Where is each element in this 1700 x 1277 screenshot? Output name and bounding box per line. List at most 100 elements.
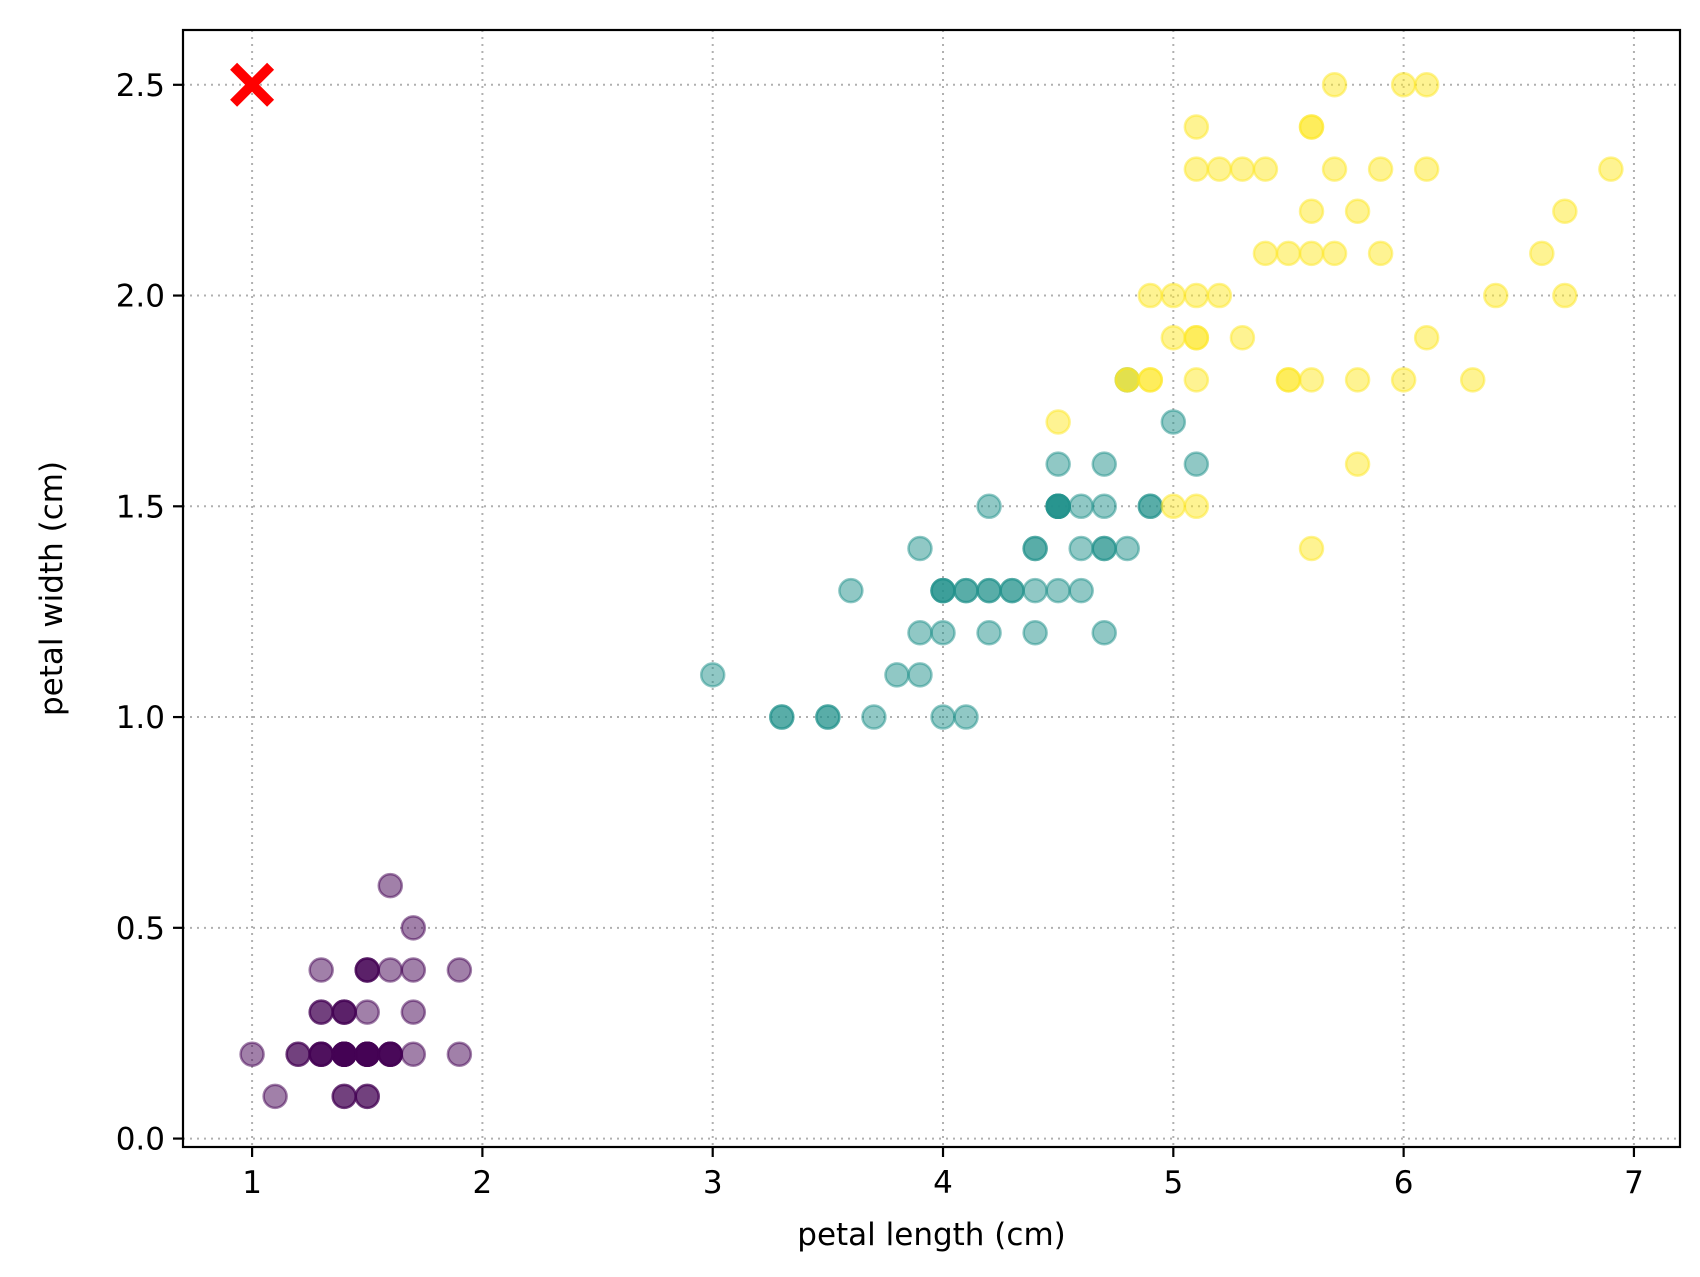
data-point-series-3	[1552, 282, 1578, 309]
x-tick-label: 5	[1163, 1165, 1183, 1201]
data-point-series-3	[1183, 114, 1210, 140]
data-point-series-2	[976, 493, 1002, 520]
data-point-series-2	[976, 620, 1002, 646]
data-point-series-2	[1068, 535, 1094, 562]
data-point-series-3	[1160, 282, 1187, 309]
data-point-series-2	[1045, 493, 1071, 520]
data-point-series-2	[699, 662, 726, 688]
data-point-series-1	[377, 957, 404, 983]
x-tick-label: 4	[933, 1165, 953, 1201]
data-point-series-3	[1529, 240, 1555, 267]
data-point-series-3	[1483, 282, 1509, 309]
data-point-series-2	[1022, 620, 1048, 646]
y-tick-label: 2.0	[116, 279, 165, 315]
data-point-series-1	[262, 1083, 288, 1110]
data-point-series-2	[1091, 620, 1117, 646]
x-tick-label: 6	[1394, 1165, 1414, 1201]
x-tick-label: 2	[473, 1165, 493, 1201]
x-tick-label: 7	[1624, 1165, 1644, 1201]
data-point-series-2	[1160, 409, 1187, 435]
data-point-series-3	[1137, 282, 1164, 309]
data-point-series-1	[400, 1041, 427, 1068]
data-point-series-3	[1390, 367, 1417, 393]
x-tick-label: 3	[703, 1165, 723, 1201]
data-point-series-2	[1091, 451, 1117, 477]
data-point-series-3	[1598, 156, 1624, 182]
y-axis-title: petal width (cm)	[34, 461, 70, 716]
data-point-series-1	[400, 915, 427, 941]
data-point-series-3	[1413, 72, 1440, 98]
data-point-series-3	[1275, 240, 1302, 267]
data-point-series-3	[1367, 240, 1394, 267]
x-tick-label: 1	[242, 1165, 262, 1201]
data-point-series-3	[1390, 72, 1417, 98]
y-tick-label: 0.0	[116, 1122, 165, 1158]
data-point-series-3	[1552, 198, 1578, 224]
data-point-series-3	[1459, 367, 1486, 393]
data-point-series-3	[1321, 240, 1348, 267]
data-point-series-2	[930, 620, 956, 646]
data-point-series-3	[1252, 156, 1279, 182]
data-point-series-3	[1252, 240, 1279, 267]
data-point-series-3	[1160, 493, 1187, 520]
data-point-series-3	[1344, 198, 1371, 224]
data-point-series-3	[1045, 409, 1071, 435]
data-point-series-3	[1344, 451, 1371, 477]
data-point-series-3	[1344, 367, 1371, 393]
highlight-marker-group	[230, 62, 275, 107]
highlight-x-marker	[230, 62, 275, 107]
data-point-series-2	[907, 535, 933, 562]
data-point-series-2	[884, 662, 910, 688]
data-point-series-2	[930, 704, 956, 730]
data-point-series-3	[1183, 493, 1210, 520]
y-tick-label: 1.5	[116, 489, 165, 525]
data-point-series-3	[1298, 198, 1325, 224]
data-point-series-2	[1091, 535, 1117, 562]
data-point-series-1	[354, 999, 380, 1025]
data-point-series-2	[930, 577, 956, 604]
data-point-series-2	[1045, 451, 1071, 477]
data-point-series-2	[1068, 577, 1094, 604]
data-point-series-2	[769, 704, 795, 730]
data-point-series-3	[1298, 535, 1325, 562]
data-point-series-2	[976, 577, 1002, 604]
data-point-series-1	[331, 999, 357, 1025]
data-point-series-2	[1091, 493, 1117, 520]
y-tick-label: 1.0	[116, 700, 165, 736]
x-axis-title: petal length (cm)	[797, 1217, 1065, 1253]
data-point-series-3	[1367, 156, 1394, 182]
data-point-series-3	[1298, 367, 1325, 393]
data-point-series-2	[1022, 577, 1048, 604]
data-point-series-1	[354, 957, 380, 983]
data-point-series-2	[838, 577, 864, 604]
data-point-series-2	[907, 662, 933, 688]
data-point-series-3	[1206, 282, 1233, 309]
data-point-series-3	[1183, 156, 1210, 182]
data-point-series-3	[1298, 114, 1325, 140]
data-point-series-2	[1068, 493, 1094, 520]
data-point-series-3	[1183, 324, 1210, 351]
data-point-series-2	[999, 577, 1025, 604]
data-point-series-2	[1022, 535, 1048, 562]
data-points	[239, 72, 1624, 1110]
data-point-series-2	[1183, 451, 1210, 477]
data-point-series-1	[331, 1083, 357, 1110]
data-point-series-3	[1298, 240, 1325, 267]
data-point-series-3	[1137, 367, 1164, 393]
y-tick-label: 0.5	[116, 911, 165, 947]
data-point-series-2	[1045, 577, 1071, 604]
data-point-series-1	[377, 1041, 404, 1068]
data-point-series-2	[1114, 535, 1141, 562]
data-point-series-1	[446, 957, 473, 983]
data-point-series-1	[400, 999, 427, 1025]
y-tick-label: 2.5	[116, 68, 165, 104]
data-point-series-3	[1321, 72, 1348, 98]
data-point-series-2	[907, 620, 933, 646]
data-point-series-1	[308, 999, 334, 1025]
data-point-series-2	[953, 704, 979, 730]
data-point-series-1	[285, 1041, 311, 1068]
data-point-series-2	[953, 577, 979, 604]
data-point-series-3	[1413, 324, 1440, 351]
plot-frame	[181, 28, 1682, 1149]
data-point-series-1	[354, 1041, 380, 1068]
